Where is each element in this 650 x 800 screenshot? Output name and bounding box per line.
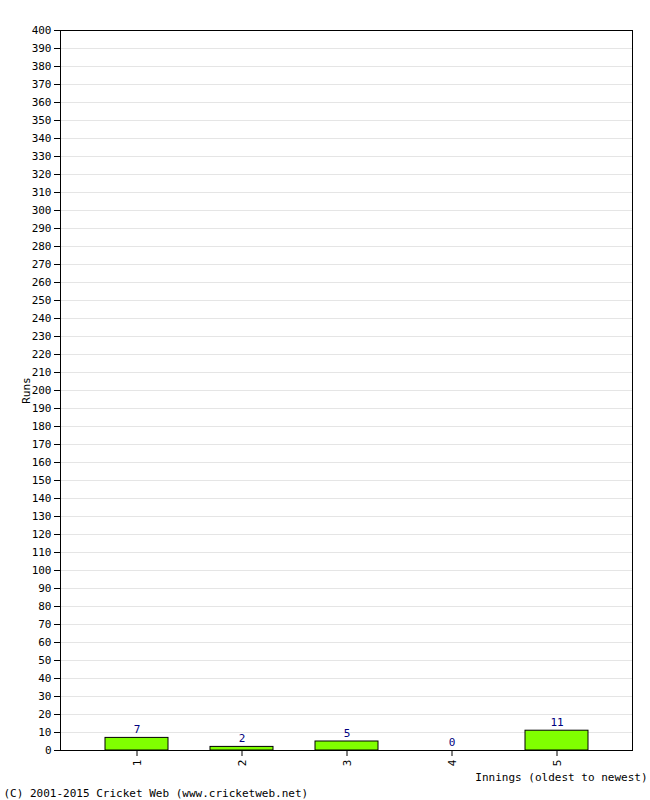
svg-text:2: 2 bbox=[239, 732, 246, 745]
svg-text:360: 360 bbox=[32, 96, 52, 109]
svg-text:5: 5 bbox=[344, 727, 351, 740]
svg-text:4: 4 bbox=[446, 759, 459, 766]
svg-text:140: 140 bbox=[32, 492, 52, 505]
svg-text:370: 370 bbox=[32, 78, 52, 91]
svg-text:0: 0 bbox=[449, 736, 456, 749]
svg-text:180: 180 bbox=[32, 420, 52, 433]
svg-text:320: 320 bbox=[32, 168, 52, 181]
svg-text:400: 400 bbox=[32, 24, 52, 37]
svg-text:260: 260 bbox=[32, 276, 52, 289]
svg-text:10: 10 bbox=[38, 726, 51, 739]
svg-text:120: 120 bbox=[32, 528, 52, 541]
svg-text:20: 20 bbox=[38, 708, 51, 721]
svg-text:200: 200 bbox=[32, 384, 52, 397]
svg-text:11: 11 bbox=[550, 716, 563, 729]
svg-text:70: 70 bbox=[38, 618, 51, 631]
svg-text:280: 280 bbox=[32, 240, 52, 253]
svg-text:5: 5 bbox=[551, 760, 564, 767]
svg-text:230: 230 bbox=[32, 330, 52, 343]
svg-text:2: 2 bbox=[236, 760, 249, 767]
svg-text:210: 210 bbox=[32, 366, 52, 379]
svg-text:50: 50 bbox=[38, 654, 51, 667]
svg-text:300: 300 bbox=[32, 204, 52, 217]
svg-text:130: 130 bbox=[32, 510, 52, 523]
svg-text:170: 170 bbox=[32, 438, 52, 451]
svg-text:240: 240 bbox=[32, 312, 52, 325]
svg-text:330: 330 bbox=[32, 150, 52, 163]
svg-text:160: 160 bbox=[32, 456, 52, 469]
svg-text:270: 270 bbox=[32, 258, 52, 271]
svg-text:350: 350 bbox=[32, 114, 52, 127]
svg-text:390: 390 bbox=[32, 42, 52, 55]
svg-text:310: 310 bbox=[32, 186, 52, 199]
svg-text:340: 340 bbox=[32, 132, 52, 145]
svg-text:Runs: Runs bbox=[20, 377, 33, 404]
svg-text:150: 150 bbox=[32, 474, 52, 487]
svg-text:(C) 2001-2015 Cricket Web (www: (C) 2001-2015 Cricket Web (www.cricketwe… bbox=[4, 787, 309, 800]
svg-text:3: 3 bbox=[341, 760, 354, 767]
svg-text:110: 110 bbox=[32, 546, 52, 559]
svg-text:100: 100 bbox=[32, 564, 52, 577]
svg-text:90: 90 bbox=[38, 582, 51, 595]
svg-text:7: 7 bbox=[134, 723, 141, 736]
svg-text:40: 40 bbox=[38, 672, 51, 685]
svg-text:250: 250 bbox=[32, 294, 52, 307]
svg-text:60: 60 bbox=[38, 636, 51, 649]
svg-text:Innings (oldest to newest): Innings (oldest to newest) bbox=[475, 771, 647, 784]
svg-text:290: 290 bbox=[32, 222, 52, 235]
svg-text:1: 1 bbox=[131, 760, 144, 767]
svg-text:0: 0 bbox=[45, 744, 52, 757]
svg-text:380: 380 bbox=[32, 60, 52, 73]
svg-text:30: 30 bbox=[38, 690, 51, 703]
svg-text:220: 220 bbox=[32, 348, 52, 361]
svg-text:190: 190 bbox=[32, 402, 52, 415]
svg-text:80: 80 bbox=[38, 600, 51, 613]
